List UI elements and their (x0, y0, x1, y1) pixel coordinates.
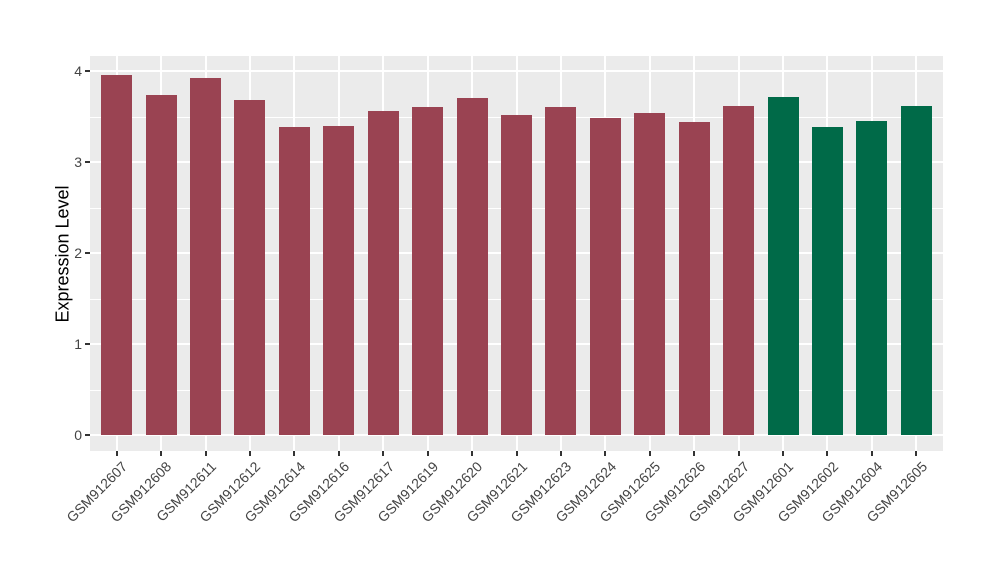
bar (367, 111, 399, 435)
x-tick-mark (604, 451, 607, 456)
bar (456, 98, 488, 435)
x-tick-mark (870, 451, 873, 456)
x-tick-mark (782, 451, 785, 456)
x-tick-mark (382, 451, 385, 456)
x-tick-mark (693, 451, 696, 456)
x-tick-mark (426, 451, 429, 456)
bar (101, 74, 133, 435)
y-tick-mark (85, 161, 90, 163)
bar (501, 114, 532, 435)
bar (678, 121, 710, 435)
x-tick-mark (648, 451, 651, 456)
bar (234, 100, 266, 435)
bar (190, 78, 221, 435)
x-tick-mark (204, 451, 207, 456)
y-tick-label: 0 (74, 427, 82, 443)
plot-panel (90, 56, 943, 451)
x-tick-mark (293, 451, 296, 456)
bars-layer (90, 56, 943, 451)
x-tick-mark (160, 451, 163, 456)
y-tick-mark (85, 434, 90, 436)
x-tick-mark (471, 451, 474, 456)
y-tick-label: 2 (74, 245, 82, 261)
y-tick-label: 1 (74, 336, 82, 352)
y-tick-mark (85, 252, 90, 254)
bar (900, 106, 932, 435)
bar (412, 107, 444, 435)
bar (723, 105, 755, 435)
y-tick-mark (85, 70, 90, 72)
x-tick-mark (826, 451, 829, 456)
bar (811, 127, 843, 435)
bar (323, 125, 355, 435)
x-tick-mark (115, 451, 118, 456)
bar (856, 121, 888, 435)
y-tick-label: 3 (74, 154, 82, 170)
bar (545, 107, 577, 435)
x-tick-mark (737, 451, 740, 456)
x-tick-mark (515, 451, 518, 456)
x-tick-mark (337, 451, 340, 456)
x-tick-mark (248, 451, 251, 456)
bar (589, 118, 621, 435)
y-tick-mark (85, 343, 90, 345)
x-tick-mark (915, 451, 918, 456)
bar (767, 97, 799, 435)
x-tick-mark (559, 451, 562, 456)
y-tick-label: 4 (74, 63, 82, 79)
bar (145, 94, 177, 435)
bar (278, 126, 310, 435)
bar (634, 112, 666, 435)
